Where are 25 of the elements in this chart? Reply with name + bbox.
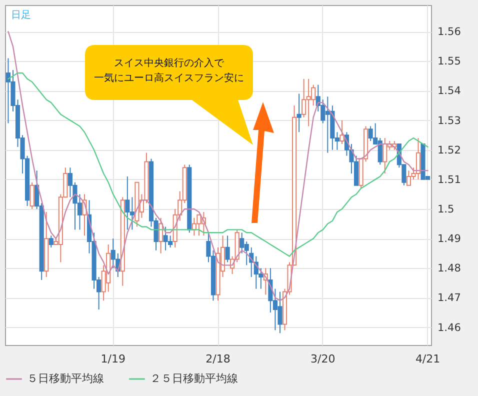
y-tick-label: 1.54 — [438, 85, 462, 98]
x-tick-label: 2/18 — [206, 352, 230, 366]
y-tick-label: 1.52 — [438, 144, 461, 156]
candlestick — [30, 182, 34, 210]
x-tick-label: 1/19 — [100, 352, 126, 366]
x-tick-label: 4/21 — [415, 352, 440, 366]
y-tick-label: 1.51 — [438, 174, 461, 186]
y-tick-label: 1.48 — [438, 262, 461, 275]
candlestick — [296, 93, 302, 133]
y-tick-label: 1.46 — [438, 322, 462, 334]
legend-label: ５日移動平均線 — [27, 372, 104, 385]
candlestick — [48, 235, 54, 248]
legend-label: ２５日移動平均線 — [150, 372, 238, 385]
y-tick-label: 1.47 — [438, 292, 461, 304]
chart-title: 日足 — [11, 10, 31, 21]
candlestick — [340, 120, 344, 144]
line-series — [8, 31, 428, 302]
y-tick-label: 1.5 — [438, 204, 454, 216]
candlestick — [225, 235, 230, 263]
x-tick-label: 3/20 — [310, 352, 336, 366]
annotation: スイス中央銀行の介入で一気にユーロ高スイスフラン安に — [94, 57, 244, 84]
y-tick-label: 1.49 — [438, 233, 461, 246]
y-tick-label: 1.56 — [438, 26, 462, 38]
y-tick-label: 1.55 — [438, 56, 461, 68]
y-tick-label: 1.53 — [438, 114, 461, 127]
